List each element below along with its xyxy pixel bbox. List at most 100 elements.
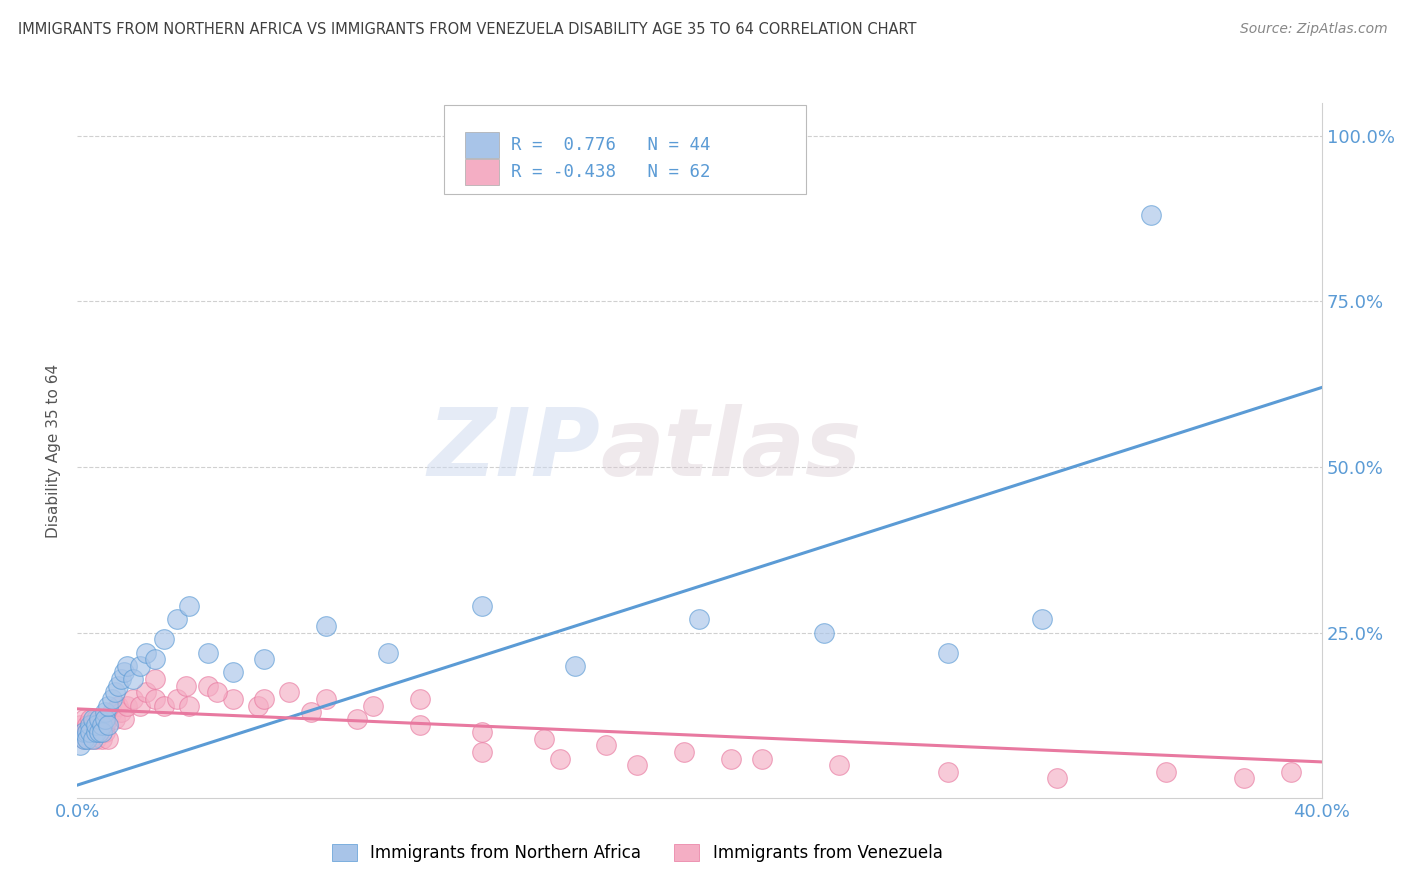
Point <box>69 725 91 739</box>
Point <box>110 705 132 719</box>
Point <box>76 725 98 739</box>
Point <box>135 685 157 699</box>
Point <box>94 705 117 719</box>
Point <box>107 698 129 713</box>
Point <box>253 692 276 706</box>
Point <box>82 725 104 739</box>
Point <box>153 632 176 647</box>
Point <box>69 739 91 753</box>
Point <box>626 758 648 772</box>
Point <box>84 725 107 739</box>
Point <box>179 698 201 713</box>
Point <box>76 731 98 746</box>
Point <box>76 725 98 739</box>
Point <box>69 718 91 732</box>
Point <box>104 685 127 699</box>
Point <box>94 725 117 739</box>
Point <box>87 725 110 739</box>
Point <box>1031 612 1053 626</box>
Point <box>277 685 299 699</box>
Point <box>813 625 835 640</box>
Point <box>197 646 219 660</box>
Point <box>110 672 132 686</box>
Text: atlas: atlas <box>600 404 862 497</box>
Point <box>128 658 150 673</box>
Point <box>104 712 127 726</box>
Point <box>79 712 101 726</box>
Point <box>299 705 322 719</box>
Point <box>143 692 166 706</box>
Point <box>97 698 120 713</box>
Point <box>128 698 150 713</box>
Point <box>87 725 110 739</box>
Point <box>672 745 695 759</box>
Point <box>72 731 94 746</box>
Point <box>94 712 117 726</box>
Point <box>97 712 120 726</box>
Point <box>1279 764 1302 779</box>
Point <box>94 718 117 732</box>
Point <box>84 731 107 746</box>
Point <box>471 599 494 614</box>
Point <box>828 758 851 772</box>
Text: IMMIGRANTS FROM NORTHERN AFRICA VS IMMIGRANTS FROM VENEZUELA DISABILITY AGE 35 T: IMMIGRANTS FROM NORTHERN AFRICA VS IMMIG… <box>18 22 917 37</box>
Point <box>107 679 129 693</box>
Point <box>82 731 104 746</box>
Point <box>938 764 960 779</box>
Point <box>115 658 138 673</box>
Point <box>84 718 107 732</box>
Point <box>72 725 94 739</box>
Point <box>471 725 494 739</box>
Point <box>222 665 245 680</box>
Point <box>564 658 586 673</box>
Point <box>1046 772 1069 786</box>
Point <box>82 718 104 732</box>
Point <box>315 619 337 633</box>
Point <box>179 599 201 614</box>
Point <box>112 665 135 680</box>
Point <box>361 698 384 713</box>
Point <box>122 692 145 706</box>
Point <box>87 712 110 726</box>
Point <box>79 718 101 732</box>
Point <box>548 751 571 765</box>
Point <box>222 692 245 706</box>
Point <box>122 672 145 686</box>
Point <box>751 751 773 765</box>
Point <box>100 692 122 706</box>
Point <box>408 718 430 732</box>
Point <box>91 718 114 732</box>
Point <box>197 679 219 693</box>
Point <box>315 692 337 706</box>
Point <box>76 718 98 732</box>
Point <box>72 712 94 726</box>
Point <box>166 612 188 626</box>
Point <box>115 698 138 713</box>
Point <box>174 679 197 693</box>
Point <box>79 725 101 739</box>
Point <box>246 698 269 713</box>
Point <box>408 692 430 706</box>
Point <box>143 672 166 686</box>
Point <box>1233 772 1256 786</box>
Y-axis label: Disability Age 35 to 64: Disability Age 35 to 64 <box>46 363 62 538</box>
Point <box>938 646 960 660</box>
Point <box>166 692 188 706</box>
Point <box>1139 208 1161 222</box>
Point <box>207 685 229 699</box>
Point <box>377 646 399 660</box>
Point <box>97 718 120 732</box>
Text: R =  0.776   N = 44: R = 0.776 N = 44 <box>510 136 710 153</box>
Point <box>87 718 110 732</box>
Text: Source: ZipAtlas.com: Source: ZipAtlas.com <box>1240 22 1388 37</box>
Point <box>91 731 114 746</box>
Point <box>143 652 166 666</box>
Point <box>153 698 176 713</box>
Point <box>533 731 555 746</box>
Legend: Immigrants from Northern Africa, Immigrants from Venezuela: Immigrants from Northern Africa, Immigra… <box>323 835 950 870</box>
Point <box>100 705 122 719</box>
Point <box>91 712 114 726</box>
Point <box>689 612 711 626</box>
Point <box>720 751 742 765</box>
Point <box>97 731 120 746</box>
